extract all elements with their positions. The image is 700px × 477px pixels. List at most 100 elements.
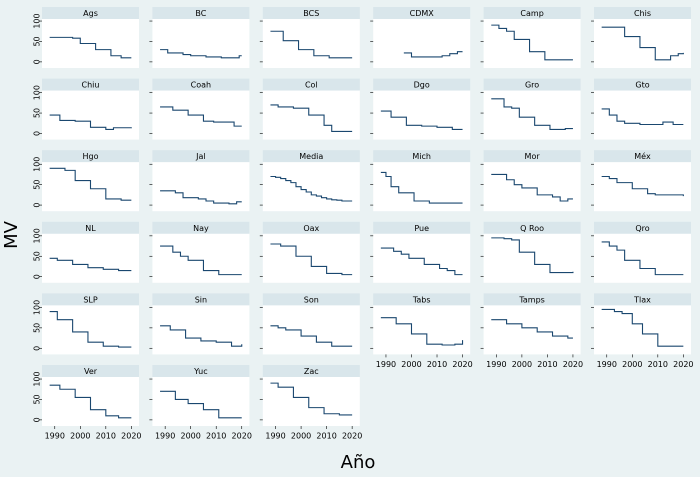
panel-header [594, 150, 691, 163]
panel-title: Coah [191, 81, 211, 90]
panel-title: Chiu [82, 81, 100, 90]
x-tick-label: 2020 [673, 360, 693, 369]
panel-title: BC [195, 9, 206, 18]
x-tick-label: 2020 [121, 432, 141, 441]
x-tick-label: 2000 [512, 360, 532, 369]
panel-plot [152, 162, 250, 212]
x-tick-label: 2000 [622, 360, 642, 369]
x-tick-label: 2010 [648, 360, 668, 369]
series-line [491, 98, 573, 130]
panel-header [483, 7, 581, 19]
y-tick-label: 100 [33, 371, 42, 386]
y-tick-label: 0 [33, 203, 42, 208]
y-tick-label: 100 [33, 13, 42, 28]
panel-title: Gto [635, 81, 649, 90]
panel-title: Gro [525, 81, 539, 90]
panel-header [42, 365, 139, 377]
y-tick-label: 0 [33, 131, 42, 136]
x-tick-label: 2000 [401, 360, 421, 369]
series-line [270, 243, 353, 276]
panel-title: Oax [303, 224, 319, 233]
y-tick-label: 0 [33, 274, 42, 279]
x-tick-label: 2010 [427, 360, 447, 369]
panel-header [42, 150, 139, 163]
panel-title: Tabs [412, 295, 431, 304]
y-tick-label: 100 [33, 300, 42, 315]
x-tick-label: 1990 [486, 360, 506, 369]
panel-plot [594, 162, 691, 212]
panel-plot [483, 305, 581, 355]
panel-plot [42, 305, 139, 355]
y-tick-label: 100 [33, 85, 42, 100]
x-tick-label: 1990 [376, 360, 396, 369]
panel-plot [42, 233, 139, 283]
panel-header [152, 7, 250, 19]
panel-header [262, 365, 360, 377]
panel-header [373, 150, 471, 163]
x-tick-label: 2020 [342, 432, 362, 441]
series-line [49, 114, 132, 130]
series-line [491, 24, 573, 61]
x-tick-label: 1990 [265, 432, 285, 441]
panel-plot [483, 90, 581, 140]
panel-title: Camp [520, 9, 543, 18]
panel-title: Dgo [414, 81, 430, 90]
series-line [49, 384, 132, 419]
x-tick-label: 2020 [452, 360, 472, 369]
y-tick-label: 50 [33, 180, 42, 190]
panel-title: Mor [525, 152, 541, 161]
panel-header [152, 293, 250, 306]
panel-header [42, 293, 139, 306]
series-line [49, 36, 132, 59]
panel-plot [152, 305, 250, 355]
panel-title: CDMX [410, 9, 435, 18]
series-line [601, 26, 684, 61]
panel-header [594, 221, 691, 234]
y-tick-label: 100 [33, 157, 42, 172]
y-tick-label: 0 [33, 417, 42, 422]
series-line [403, 51, 463, 58]
panel-title: Mich [412, 152, 431, 161]
panel-title: Ver [84, 367, 98, 376]
series-line [601, 175, 684, 197]
series-line [380, 317, 464, 346]
panel-header [373, 78, 471, 91]
series-line [601, 308, 684, 347]
x-tick-label: 2020 [563, 360, 583, 369]
panel-title: Media [299, 152, 323, 161]
panel-header [262, 221, 360, 234]
panel-plot [373, 90, 471, 140]
series-line [160, 325, 243, 347]
series-line [160, 106, 242, 127]
y-tick-label: 50 [33, 251, 42, 261]
panel-plot [483, 19, 581, 68]
panel-title: Jal [195, 152, 205, 161]
x-tick-label: 2010 [96, 432, 116, 441]
panel-header [262, 7, 360, 19]
series-line [380, 171, 463, 204]
panel-title: Q Roo [520, 224, 544, 233]
x-tick-label: 2000 [181, 432, 201, 441]
x-tick-label: 1990 [155, 432, 175, 441]
x-tick-label: 2000 [70, 432, 90, 441]
panel-title: Hgo [83, 152, 99, 161]
series-line [380, 247, 463, 276]
panel-plot [483, 233, 581, 283]
panel-title: Tamps [518, 295, 545, 304]
y-axis-title: MV [1, 220, 22, 249]
panel-title: Zac [304, 367, 319, 376]
panel-plot [262, 305, 360, 355]
y-tick-label: 0 [33, 346, 42, 351]
series-line [160, 190, 242, 205]
panel-header [594, 7, 691, 19]
panel-header [42, 221, 139, 234]
panel-header [152, 78, 250, 91]
panel-header [152, 365, 250, 377]
series-line [49, 167, 132, 201]
series-line [270, 30, 353, 59]
series-line [270, 104, 353, 132]
y-tick-label: 0 [33, 59, 42, 64]
panel-title: Méx [634, 151, 651, 161]
panel-title: Son [304, 295, 319, 304]
panel-header [262, 150, 360, 163]
